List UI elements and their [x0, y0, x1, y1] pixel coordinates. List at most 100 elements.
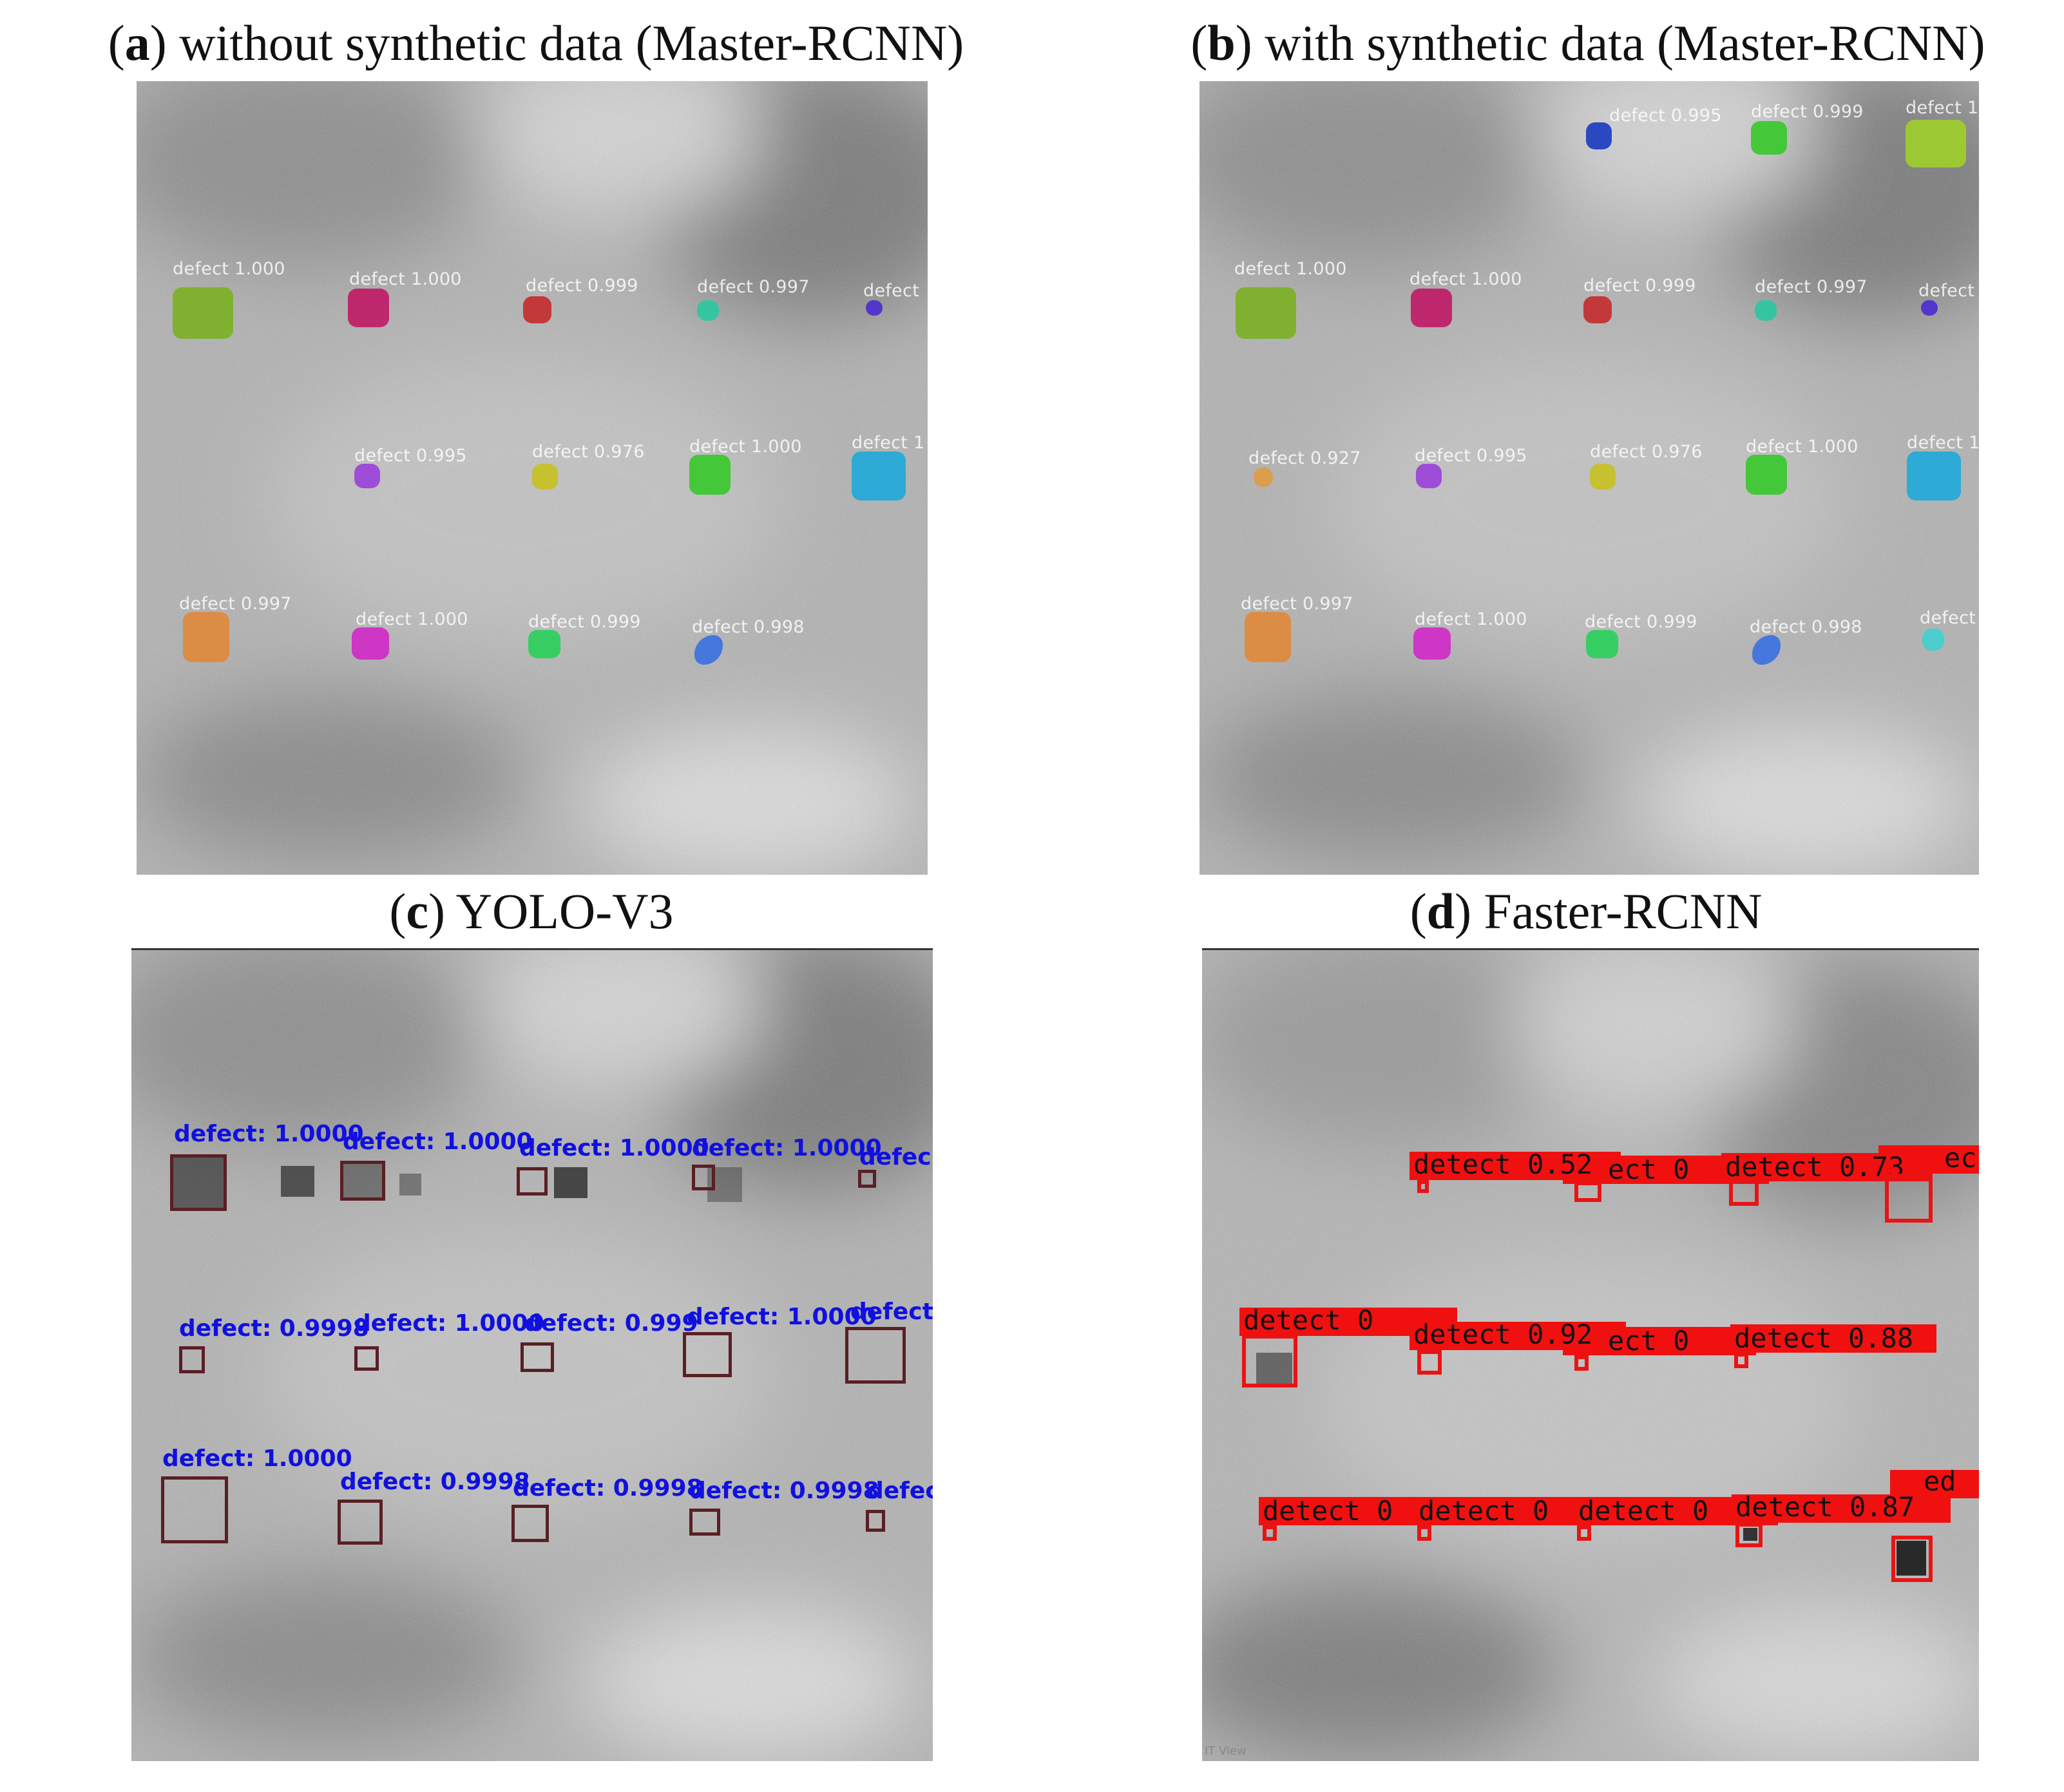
- detection-box: [1734, 1353, 1748, 1368]
- caption-c: (c) YOLO-V3: [389, 883, 674, 939]
- detection-label: ect 0: [1608, 1154, 1690, 1185]
- detection-box: [338, 1500, 383, 1545]
- detection-label: ec: [1944, 1142, 1977, 1174]
- detection-label: defect 1.000: [173, 259, 285, 279]
- label-bar: [1878, 1145, 1979, 1174]
- caption-d-text: Faster-RCNN: [1484, 883, 1763, 939]
- detection-box: [511, 1505, 549, 1542]
- defect-mask: [1755, 300, 1777, 321]
- panel-b-background: [1199, 81, 1979, 875]
- defect-mask: [1906, 120, 1966, 167]
- detection-label: defect: 1.0000: [687, 1304, 877, 1330]
- detection-label: defect 1.000: [1409, 269, 1522, 289]
- detection-label: detect 0.52: [1413, 1149, 1593, 1180]
- panel-top-border: [1202, 948, 1979, 950]
- detection-label: defect 1: [1907, 433, 1979, 453]
- panel-top-border: [131, 948, 933, 950]
- detection-box: [866, 1510, 885, 1532]
- detection-label: defect 0.999: [1585, 612, 1697, 632]
- detection-box: [340, 1161, 385, 1201]
- detection-label: defect: 0.9998: [513, 1475, 703, 1501]
- label-bar: [1730, 1324, 1936, 1353]
- detection-label: defect: 0.9998: [340, 1469, 530, 1495]
- detection-box: [692, 1165, 715, 1190]
- detection-label: defect 0.995: [354, 446, 467, 466]
- defect-mask: [1746, 455, 1787, 495]
- defect-mask: [1413, 627, 1451, 660]
- panel-d-image: detect 0.52 ect 0 detect 0.73 ec detect …: [1202, 948, 1979, 1761]
- detection-label: defect: [1920, 608, 1976, 628]
- detection-label: defec: [867, 1478, 933, 1504]
- caption-b: (b) with synthetic data (Master-RCNN): [1190, 15, 1985, 71]
- detection-label: detect 0: [1578, 1495, 1709, 1527]
- detection-label: defect 1.000: [1746, 437, 1859, 457]
- detection-label: defect 0.927: [1248, 448, 1361, 468]
- defect-mask: [1254, 468, 1273, 487]
- caption-a-letter: a: [124, 15, 150, 71]
- detection-box: [1729, 1180, 1759, 1206]
- detection-label: detect 0.92: [1413, 1319, 1593, 1350]
- detection-label: defect 0.976: [1590, 442, 1703, 462]
- detection-box: [689, 1509, 720, 1536]
- detection-box: [1574, 1355, 1589, 1371]
- detection-box: [1891, 1536, 1933, 1582]
- detection-box: [1263, 1525, 1277, 1541]
- detection-label: ect 0: [1608, 1325, 1690, 1357]
- detection-label: defect 1.000: [689, 437, 802, 457]
- detection-label: defect: 1.0000: [692, 1135, 882, 1161]
- defect-mask: [1586, 122, 1612, 149]
- detection-label: defect 0.997: [1241, 594, 1353, 614]
- detection-label: defect 1.000: [1415, 609, 1527, 629]
- defect-mask: [354, 464, 380, 488]
- defect-mask: [1586, 630, 1618, 658]
- defect-mask: [1416, 464, 1442, 488]
- detection-label: defect: 0.999: [524, 1310, 698, 1337]
- detection-label: defect 0.997: [1755, 277, 1868, 297]
- detection-box: [1417, 1350, 1442, 1375]
- caption-c-text: YOLO-V3: [455, 883, 674, 939]
- panel-a-image: defect 1.000 defect 1.000 defect 0.999 d…: [137, 81, 928, 875]
- detection-label: detect 0: [1263, 1495, 1393, 1527]
- detection-label: defect 1.000: [1234, 259, 1347, 279]
- defect-mask: [173, 287, 233, 339]
- caption-a: (a) without synthetic data (Master-RCNN): [108, 15, 964, 71]
- detection-label: defect: [863, 281, 920, 301]
- detection-box: [1574, 1181, 1601, 1202]
- panel-a-background: [137, 81, 928, 875]
- detection-label: defect: 0.9998: [179, 1315, 369, 1342]
- defect-mask: [866, 300, 883, 316]
- panel-c-image: defect: 1.0000 defect: 1.0000 defect: 1.…: [131, 948, 933, 1761]
- defect-mask: [532, 464, 558, 490]
- caption-b-text: with synthetic data (Master-RCNN): [1265, 15, 1985, 71]
- detection-box: [1735, 1523, 1763, 1547]
- detection-label: defect:: [850, 1299, 933, 1325]
- detection-label: defect 0.999: [1751, 102, 1864, 122]
- viewer-watermark: IT View: [1205, 1744, 1247, 1758]
- defect-mask: [697, 300, 719, 321]
- defect-mask: [1590, 464, 1616, 490]
- detection-label: defect 0.999: [1583, 276, 1696, 296]
- detection-box: [161, 1476, 228, 1543]
- defect-mask: [1751, 121, 1787, 155]
- detection-box: [1577, 1525, 1591, 1541]
- defect-mask: [348, 289, 389, 327]
- caption-b-letter: b: [1207, 15, 1236, 71]
- defect-mask: [1922, 629, 1944, 651]
- panel-d-background: [1202, 948, 1979, 1761]
- detection-label: detect 0: [1243, 1304, 1374, 1336]
- detection-label: defect: 1.0000: [174, 1121, 364, 1147]
- label-bar: [1890, 1470, 1979, 1498]
- caption-d-letter: d: [1426, 883, 1455, 939]
- caption-d: (d) Faster-RCNN: [1409, 883, 1763, 939]
- detection-box: [858, 1170, 876, 1188]
- defect-mask: [183, 612, 229, 662]
- defect-mask: [1921, 300, 1938, 316]
- defect-mask: [1236, 287, 1296, 339]
- detection-label: defect: 1.0000: [162, 1445, 352, 1472]
- detection-label: defect: 1.0000: [343, 1129, 533, 1155]
- detection-box: [1417, 1525, 1431, 1541]
- detection-box: [1242, 1335, 1297, 1387]
- detection-label: defect 1: [852, 433, 925, 453]
- detection-box: [845, 1327, 906, 1384]
- defect-mask: [1245, 612, 1291, 662]
